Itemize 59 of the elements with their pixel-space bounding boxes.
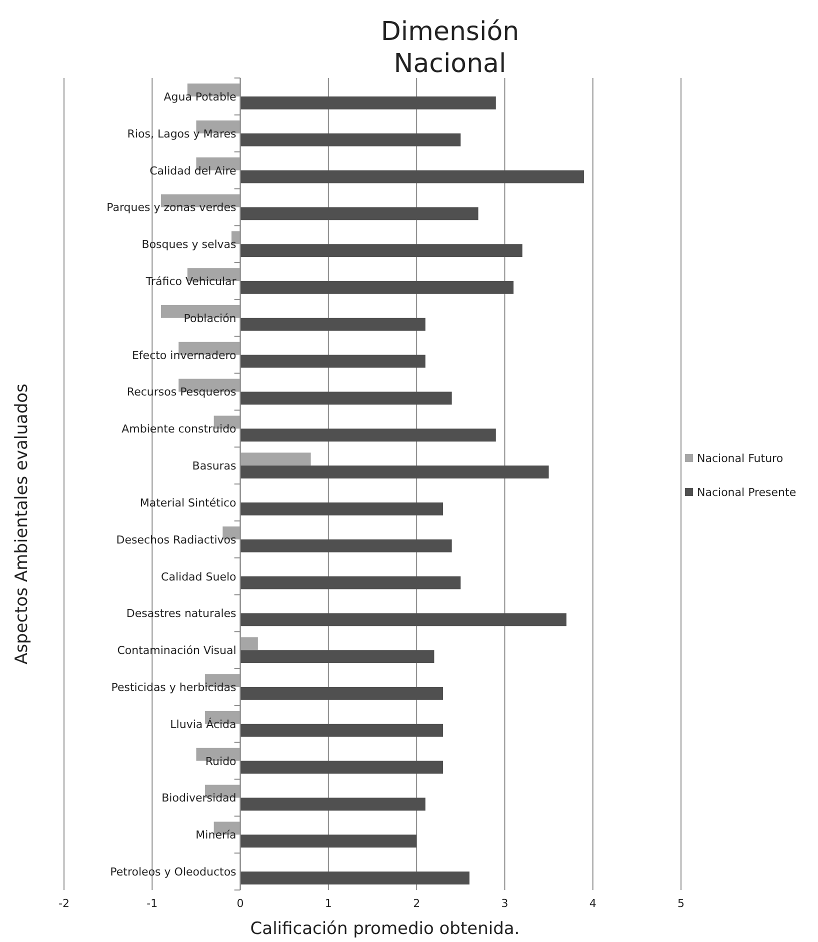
bar: [240, 834, 417, 848]
bar: [240, 576, 461, 590]
y-tick-label: Lluvia Ácida: [170, 716, 236, 731]
bar: [240, 392, 452, 405]
y-tick-label: Bosques y selvas: [142, 238, 237, 252]
y-tick-label: Petroleos y Oleoductos: [110, 866, 237, 879]
x-tick-label: 5: [678, 897, 684, 910]
bar: [240, 318, 426, 331]
bar: [240, 798, 426, 811]
bar: [240, 650, 434, 664]
bar: [240, 724, 444, 737]
bar: [240, 96, 496, 110]
y-tick-label: Biodiversidad: [162, 792, 236, 805]
bar: [240, 207, 478, 220]
bar: [240, 244, 522, 258]
y-tick-label: Desastres naturales: [126, 607, 237, 620]
y-tick-label: Efecto invernadero: [132, 348, 237, 362]
y-tick-label: Desechos Radiactivos: [116, 533, 237, 546]
bar: [240, 760, 444, 774]
bar: [240, 354, 426, 368]
bar: [240, 687, 444, 700]
y-tick-label: Calidad Suelo: [161, 570, 237, 584]
y-tick-label: Población: [184, 312, 236, 325]
bar: [240, 637, 258, 650]
y-tick-label: Ambiente construido: [122, 422, 237, 436]
bar: [240, 452, 311, 466]
y-tick-label: Minería: [196, 828, 236, 842]
y-tick-label: Contaminación Visual: [117, 644, 236, 658]
bar: [240, 466, 549, 478]
y-tick-label: Pesticidas y herbicidas: [111, 681, 237, 694]
y-tick-label: Material Sintético: [140, 496, 237, 510]
legend-label: Nacional Presente: [697, 486, 796, 499]
x-tick-label: 4: [589, 897, 596, 910]
bar: [240, 502, 444, 516]
y-tick-label: Recursos Pesqueros: [126, 386, 237, 399]
y-tick-label: Basuras: [192, 460, 237, 473]
bar: [240, 281, 514, 294]
bar: [240, 613, 566, 626]
bar: [240, 539, 452, 552]
bar: [240, 170, 584, 184]
legend-label: Nacional Futuro: [697, 452, 784, 465]
bar: [240, 428, 496, 442]
bar: [240, 872, 470, 884]
y-tick-label: Ruido: [205, 754, 237, 768]
y-tick-label: Calidad del Aire: [150, 164, 237, 178]
x-axis-title: Calificación promedio obtenida.: [250, 919, 520, 939]
x-tick-label: 0: [236, 897, 244, 910]
x-tick-label: 1: [324, 897, 332, 910]
x-tick-label: -2: [58, 897, 70, 910]
y-tick-label: Rios, Lagos y Mares: [127, 127, 237, 140]
y-tick-label: Tráfico Vehicular: [144, 275, 237, 288]
y-axis-title: Aspectos Ambientales evaluados: [12, 383, 32, 664]
chart-title: Dimensión Nacional: [380, 17, 520, 79]
x-tick-label: -1: [146, 897, 158, 910]
y-tick-label: Parques y zonas verdes: [106, 201, 237, 214]
bar: [240, 133, 461, 146]
x-tick-label: 3: [501, 897, 508, 910]
y-tick-label: Agua Potable: [164, 90, 237, 104]
x-tick-label: 2: [413, 897, 420, 910]
